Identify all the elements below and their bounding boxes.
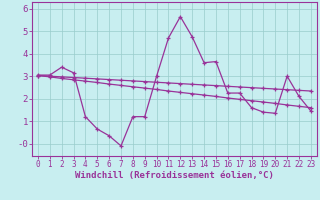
X-axis label: Windchill (Refroidissement éolien,°C): Windchill (Refroidissement éolien,°C) xyxy=(75,171,274,180)
